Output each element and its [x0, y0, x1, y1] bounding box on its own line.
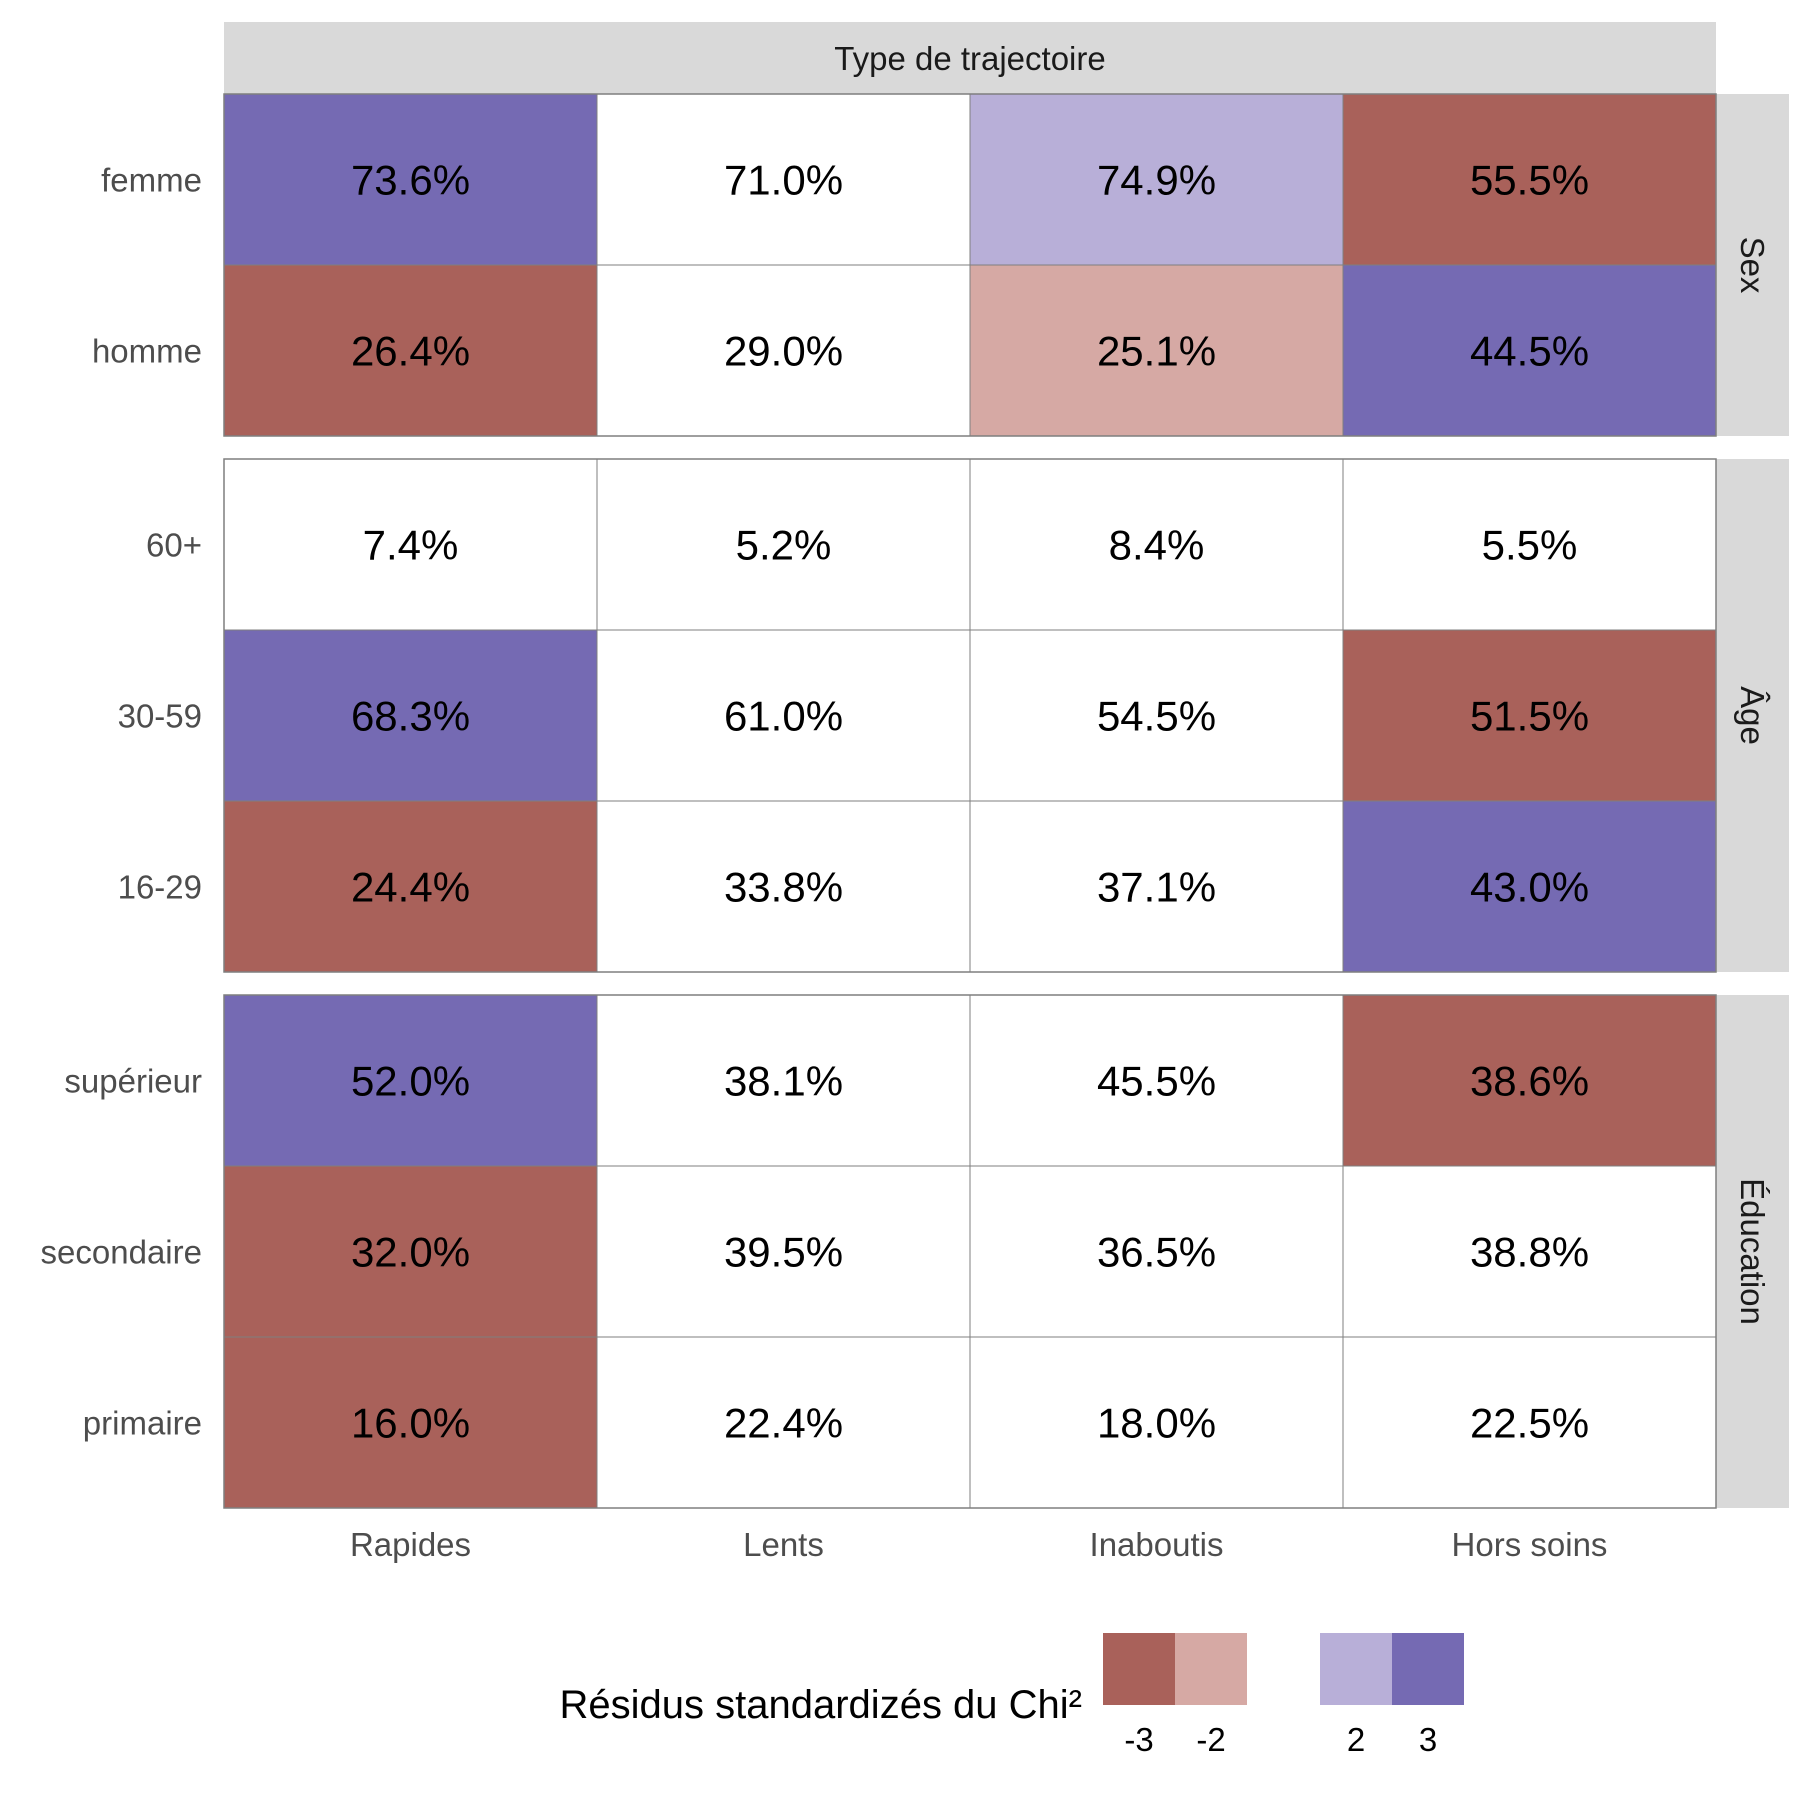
- heatmap-cell: [1342, 458, 1717, 631]
- legend-key-label: 3: [1419, 1721, 1437, 1758]
- heatmap-cell: [223, 629, 598, 802]
- heatmap-cell: [969, 994, 1344, 1167]
- row-label: supérieur: [64, 1063, 202, 1100]
- cell-value-label: 5.5%: [1482, 522, 1578, 569]
- cell-value-label: 8.4%: [1109, 522, 1205, 569]
- panel-border: [223, 93, 1717, 437]
- cell-value-label: 24.4%: [351, 864, 470, 911]
- heatmap-cell: [1342, 800, 1717, 973]
- legend-key: [1320, 1633, 1392, 1705]
- column-strip-title: Type de trajectoire: [834, 40, 1105, 77]
- cell-value-label: 52.0%: [351, 1058, 470, 1105]
- cell-value-label: 45.5%: [1097, 1058, 1216, 1105]
- column-label: Hors soins: [1452, 1526, 1608, 1563]
- cell-value-label: 22.4%: [724, 1400, 843, 1447]
- heatmap-cell: [969, 458, 1344, 631]
- legend-key: [1175, 1633, 1247, 1705]
- heatmap-cell: [596, 1336, 971, 1509]
- cell-value-label: 44.5%: [1470, 328, 1589, 375]
- row-label: primaire: [83, 1405, 202, 1442]
- cell-value-label: 71.0%: [724, 157, 843, 204]
- row-label: 60+: [146, 527, 202, 564]
- cell-value-label: 5.2%: [736, 522, 832, 569]
- panel-strip-label: Sex: [1734, 237, 1771, 294]
- cell-value-label: 29.0%: [724, 328, 843, 375]
- heatmap-cell: [969, 93, 1344, 266]
- heatmap-cell: [223, 458, 598, 631]
- column-label: Lents: [743, 1526, 824, 1563]
- heatmap-cell: [969, 264, 1344, 437]
- row-label: 30-59: [118, 698, 202, 735]
- cell-value-label: 55.5%: [1470, 157, 1589, 204]
- row-label: 16-29: [118, 869, 202, 906]
- legend-key: [1103, 1633, 1175, 1705]
- heatmap-cell: [223, 1336, 598, 1509]
- heatmap-cell: [1342, 93, 1717, 266]
- heatmap-cell: [596, 93, 971, 266]
- heatmap-cell: [969, 1336, 1344, 1509]
- legend-key-label: -3: [1124, 1721, 1153, 1758]
- heatmap-cell: [223, 93, 598, 266]
- cell-value-label: 22.5%: [1470, 1400, 1589, 1447]
- heatmap-cell: [969, 629, 1344, 802]
- panel-strip-bg: [1716, 94, 1789, 436]
- panel-border: [223, 458, 1717, 973]
- cell-value-label: 61.0%: [724, 693, 843, 740]
- heatmap-cell: [1342, 994, 1717, 1167]
- heatmap-cell: [1342, 629, 1717, 802]
- legend-key-label: 2: [1347, 1721, 1365, 1758]
- heatmap-cell: [596, 264, 971, 437]
- cell-value-label: 16.0%: [351, 1400, 470, 1447]
- cell-value-label: 25.1%: [1097, 328, 1216, 375]
- cell-value-label: 33.8%: [724, 864, 843, 911]
- legend-key-label: -2: [1196, 1721, 1225, 1758]
- panel-strip-label: Âge: [1734, 686, 1771, 745]
- cell-value-label: 36.5%: [1097, 1229, 1216, 1276]
- legend: Résidus standardizés du Chi² -3 -2 2 3: [560, 1633, 1464, 1758]
- row-label: secondaire: [41, 1234, 202, 1271]
- heatmap-cell: [223, 1165, 598, 1338]
- labels-layer: femme homme 60+ 30-59 16-29 supérieur secondai…: [41, 162, 1608, 1564]
- panel-strip-label: Éducation: [1734, 1178, 1771, 1325]
- heatmap-cell: [596, 994, 971, 1167]
- cell-value-label: 26.4%: [351, 328, 470, 375]
- panel-border: [223, 994, 1717, 1509]
- cell-value-label: 38.8%: [1470, 1229, 1589, 1276]
- cell-value-label: 54.5%: [1097, 693, 1216, 740]
- cell-value-label: 51.5%: [1470, 693, 1589, 740]
- heatmap-cell: [223, 800, 598, 973]
- cell-value-label: 39.5%: [724, 1229, 843, 1276]
- column-strip-bg: [224, 22, 1716, 94]
- strips-layer: Type de trajectoire Sex Âge Éducation: [224, 22, 1789, 1508]
- heatmap-cell: [1342, 264, 1717, 437]
- heatmap-cell: [969, 800, 1344, 973]
- row-label: homme: [92, 333, 202, 370]
- cell-value-label: 68.3%: [351, 693, 470, 740]
- column-label: Inaboutis: [1090, 1526, 1224, 1563]
- heatmap-cell: [223, 994, 598, 1167]
- row-label: femme: [101, 162, 202, 199]
- heatmap-cell: [1342, 1336, 1717, 1509]
- cell-value-label: 73.6%: [351, 157, 470, 204]
- cell-value-label: 38.1%: [724, 1058, 843, 1105]
- cell-value-label: 74.9%: [1097, 157, 1216, 204]
- panel-strip-bg: [1716, 459, 1789, 972]
- column-label: Rapides: [350, 1526, 471, 1563]
- cell-value-label: 7.4%: [363, 522, 459, 569]
- cell-value-label: 32.0%: [351, 1229, 470, 1276]
- cell-value-label: 37.1%: [1097, 864, 1216, 911]
- legend-title: Résidus standardizés du Chi²: [560, 1683, 1082, 1727]
- cell-value-label: 18.0%: [1097, 1400, 1216, 1447]
- cell-value-label: 43.0%: [1470, 864, 1589, 911]
- panel-strip-bg: [1716, 995, 1789, 1508]
- cell-value-label: 38.6%: [1470, 1058, 1589, 1105]
- heatmap-cell: [596, 458, 971, 631]
- cells-layer: 73.6% 71.0% 74.9% 55.5% 26.4% 29.0% 25.1% 44.5%…: [223, 93, 1717, 1509]
- legend-key: [1392, 1633, 1464, 1705]
- heatmap-cell: [596, 629, 971, 802]
